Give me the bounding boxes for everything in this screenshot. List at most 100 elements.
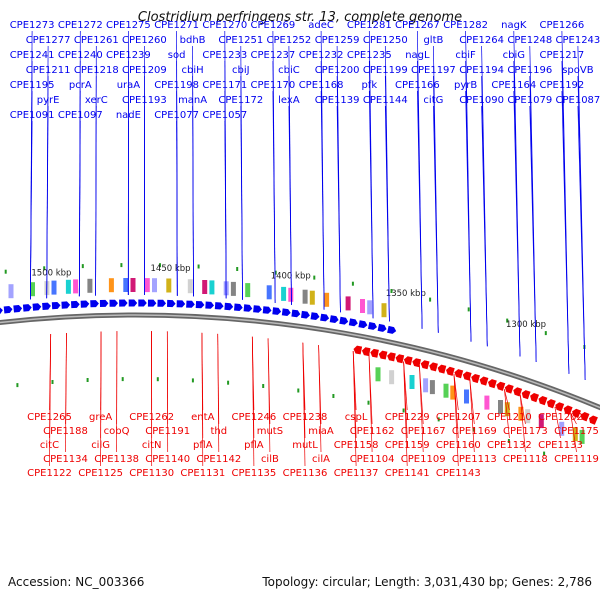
plus-gene-arrow <box>109 299 118 307</box>
gene-label-plus: CPE1218 <box>74 65 119 76</box>
plus-gene-arrow <box>262 306 272 314</box>
gene-label-plus: CPE1057 <box>202 110 247 121</box>
gene-label-plus: CPE1264 <box>459 35 504 46</box>
gene-label-plus: CPE1259 <box>315 35 360 46</box>
gene-label-minus: miaA <box>308 426 334 437</box>
gene-label-minus: thd <box>210 426 227 437</box>
gene-tracks <box>0 263 598 456</box>
gene-label-minus: CPE1133 <box>538 440 583 451</box>
plus-gene-arrow <box>147 299 157 307</box>
gene-category-block <box>423 378 429 393</box>
gene-label-plus: CPE1199 <box>363 65 408 76</box>
gene-label-minus: CPE1138 <box>94 454 139 465</box>
gene-label-plus: CPE1097 <box>58 110 103 121</box>
rna-marker <box>543 451 546 456</box>
gene-category-block <box>108 278 114 293</box>
gene-category-block <box>389 370 395 385</box>
kbp-mark-label: 1350 kbp <box>386 289 426 299</box>
leader-line <box>433 105 439 333</box>
minus-gene-arrow <box>395 354 405 364</box>
gene-label-plus: CPE1237 <box>251 50 296 61</box>
minus-gene-arrow <box>546 399 556 409</box>
gene-label-plus: cbiG <box>503 50 525 61</box>
gene-label-plus: CPE1261 <box>74 35 119 46</box>
plus-gene-arrow <box>61 301 71 309</box>
leader-line <box>481 105 488 347</box>
gene-category-block <box>375 367 381 382</box>
gene-category-block <box>187 279 193 294</box>
rna-marker <box>332 394 335 398</box>
plus-gene-arrow <box>42 302 51 310</box>
gene-label-plus: gltB <box>423 35 443 46</box>
plus-gene-arrow <box>80 300 90 308</box>
kbp-mark-label: 1450 kbp <box>151 264 191 274</box>
gene-label-plus: CPE1281 <box>347 20 392 31</box>
gene-category-block <box>443 383 449 398</box>
plus-gene-arrow <box>243 304 253 312</box>
minus-gene-arrow <box>538 396 548 406</box>
gene-label-plus: CPE1248 <box>507 35 552 46</box>
minus-gene-arrow <box>403 356 413 366</box>
minus-gene-arrow <box>530 393 539 403</box>
leader-line <box>46 105 49 299</box>
gene-label-plus: CPE1171 <box>202 80 247 91</box>
leader-line <box>78 120 81 297</box>
minus-gene-arrow <box>420 360 430 370</box>
leader-line <box>368 353 373 453</box>
plus-gene-arrow <box>22 304 32 312</box>
gene-label-minus: CPE1159 <box>385 440 430 451</box>
plus-gene-arrow <box>301 310 310 319</box>
rna-marker <box>43 266 46 271</box>
gene-category-block <box>209 280 215 295</box>
plus-gene-arrow <box>138 299 147 307</box>
plus-gene-arrow <box>99 299 109 307</box>
leader-line <box>272 90 276 304</box>
minus-gene-arrow <box>446 366 455 376</box>
gene-label-plus: xerC <box>85 95 108 106</box>
gene-label-plus: CPE1250 <box>363 35 408 46</box>
gene-label-plus: pfk <box>361 80 377 91</box>
gene-label-plus: lexA <box>278 95 300 106</box>
gene-label-plus: nagL <box>405 50 430 61</box>
gene-label-plus: sod <box>168 50 186 61</box>
gene-category-block <box>572 427 578 442</box>
gene-label-plus: CPE1195 <box>10 80 55 91</box>
plus-gene-arrow <box>348 318 358 327</box>
minus-gene-arrow <box>471 374 480 384</box>
minus-gene-arrow <box>429 362 438 372</box>
map-title: Clostridium perfringens str. 13, complet… <box>138 10 462 25</box>
gene-label-plus: CPE1198 <box>154 80 199 91</box>
genome-backbone <box>0 312 600 411</box>
leader-line <box>267 338 271 453</box>
leader-line <box>513 90 521 357</box>
leader-line <box>504 389 510 411</box>
rna-marker <box>507 439 510 443</box>
gene-label-plus: CPE1211 <box>26 65 71 76</box>
leader-line <box>453 374 459 467</box>
gene-category-block <box>309 290 315 305</box>
gene-category-block <box>281 286 287 301</box>
plus-gene-arrow <box>167 299 176 308</box>
gene-category-block <box>8 284 14 299</box>
leader-line <box>570 412 577 425</box>
gene-label-minus: cilG <box>91 440 110 451</box>
gene-label-minus: CPE1122 <box>27 468 72 479</box>
rna-marker <box>262 384 265 388</box>
gene-label-plus: pyrB <box>454 80 477 91</box>
gene-label-plus: CPE1077 <box>154 110 199 121</box>
gene-category-block <box>166 278 172 293</box>
gene-label-plus: CPE1168 <box>299 80 344 91</box>
plus-gene-arrow <box>13 305 23 313</box>
leader-line <box>368 90 374 319</box>
gene-label-plus: CPE1139 <box>315 95 360 106</box>
plus-gene-arrow <box>368 322 377 330</box>
gene-label-minus: CPE1143 <box>436 468 481 479</box>
gene-label-plus: CPE1251 <box>218 35 263 46</box>
gene-label-plus: CPE1200 <box>315 65 360 76</box>
minus-gene-arrow <box>454 369 464 379</box>
gene-category-block <box>518 406 524 421</box>
gene-label-minus: CPE1167 <box>401 426 446 437</box>
gene-label-plus: CPE1239 <box>106 50 151 61</box>
gene-label-plus: CPE1166 <box>395 80 440 91</box>
gene-label-minus: CPE1265 <box>27 412 72 423</box>
